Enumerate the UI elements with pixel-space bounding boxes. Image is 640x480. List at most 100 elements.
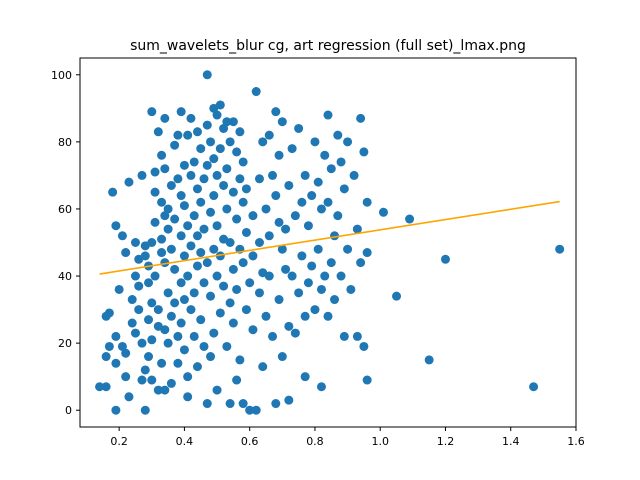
- data-point-114: [202, 70, 212, 80]
- data-point-37: [144, 352, 154, 362]
- data-point-137: [219, 123, 229, 133]
- data-point-1: [101, 382, 111, 392]
- data-point-82: [176, 318, 186, 328]
- data-point-173: [251, 87, 261, 97]
- data-point-84: [179, 201, 189, 211]
- y-tick-label-0: 0: [65, 404, 72, 417]
- data-point-67: [166, 244, 176, 254]
- data-point-12: [117, 231, 127, 241]
- data-point-97: [189, 157, 199, 167]
- data-point-198: [281, 264, 291, 274]
- data-point-132: [212, 385, 222, 395]
- data-point-219: [313, 177, 323, 187]
- data-point-92: [183, 392, 193, 402]
- data-point-128: [212, 110, 222, 120]
- x-tick-label-0: 0.2: [110, 435, 128, 448]
- data-point-25: [134, 305, 144, 315]
- data-point-242: [349, 170, 359, 180]
- data-point-225: [320, 271, 330, 281]
- data-point-136: [215, 308, 225, 318]
- data-point-230: [326, 258, 336, 268]
- data-point-239: [343, 137, 353, 147]
- data-point-69: [166, 378, 176, 388]
- x-tick-label-2: 0.6: [241, 435, 259, 448]
- y-tick-label-3: 60: [58, 203, 72, 216]
- data-point-246: [356, 258, 366, 268]
- data-point-44: [150, 217, 160, 227]
- data-point-160: [235, 355, 245, 365]
- data-point-80: [176, 231, 186, 241]
- data-point-170: [248, 211, 258, 221]
- data-point-0: [95, 382, 105, 392]
- data-point-172: [248, 325, 258, 335]
- data-point-35: [144, 278, 154, 288]
- data-point-163: [238, 258, 248, 268]
- data-point-193: [274, 295, 284, 305]
- data-point-115: [202, 120, 212, 130]
- data-point-101: [192, 127, 202, 137]
- data-point-22: [130, 271, 140, 281]
- data-point-187: [268, 331, 278, 341]
- data-point-194: [277, 117, 287, 127]
- data-point-121: [206, 291, 216, 301]
- data-point-106: [196, 144, 206, 154]
- regression-line: [99, 200, 560, 275]
- data-point-232: [330, 295, 340, 305]
- axes-frame: [79, 57, 577, 428]
- y-tick-label-2: 40: [58, 270, 72, 283]
- data-point-188: [271, 107, 281, 117]
- data-point-226: [323, 110, 333, 120]
- data-point-29: [137, 375, 147, 385]
- data-point-21: [130, 238, 140, 247]
- data-point-55: [157, 358, 167, 368]
- data-point-109: [196, 315, 206, 325]
- data-point-164: [238, 399, 248, 409]
- data-point-247: [359, 147, 369, 157]
- data-point-74: [173, 130, 183, 140]
- x-tick-label-3: 0.8: [306, 435, 324, 448]
- data-point-184: [264, 231, 274, 241]
- data-point-104: [192, 261, 202, 271]
- data-point-140: [219, 281, 229, 291]
- data-point-234: [333, 211, 343, 221]
- data-point-235: [336, 157, 346, 167]
- data-point-251: [362, 248, 372, 258]
- data-point-204: [290, 211, 300, 221]
- x-tick-label-1: 0.4: [176, 435, 194, 448]
- data-point-85: [179, 251, 189, 261]
- data-point-68: [166, 311, 176, 321]
- data-point-19: [127, 318, 137, 328]
- data-point-40: [147, 298, 157, 308]
- data-point-33: [140, 365, 150, 375]
- data-point-185: [264, 271, 274, 281]
- data-point-233: [333, 130, 343, 140]
- data-point-199: [284, 180, 294, 190]
- data-point-78: [176, 107, 186, 117]
- data-point-255: [424, 355, 434, 365]
- x-tick-label-7: 1.6: [567, 435, 585, 448]
- data-point-105: [192, 362, 202, 372]
- data-point-245: [356, 113, 366, 123]
- data-point-50: [153, 385, 163, 395]
- data-point-146: [225, 238, 235, 247]
- data-point-113: [199, 341, 209, 351]
- data-point-58: [160, 211, 170, 221]
- data-point-165: [241, 184, 251, 194]
- data-point-156: [232, 375, 242, 385]
- data-point-196: [277, 352, 287, 362]
- data-point-2: [101, 352, 111, 362]
- data-point-38: [147, 107, 157, 117]
- data-point-131: [212, 271, 222, 281]
- data-point-64: [163, 224, 173, 234]
- data-point-148: [225, 399, 235, 409]
- data-point-222: [316, 284, 326, 294]
- data-point-221: [316, 204, 326, 214]
- data-point-53: [157, 234, 167, 244]
- data-point-51: [157, 150, 167, 160]
- data-point-143: [222, 204, 232, 214]
- data-point-77: [173, 358, 183, 368]
- data-point-213: [303, 221, 313, 231]
- data-point-93: [186, 113, 196, 123]
- data-point-89: [183, 221, 193, 231]
- data-point-56: [160, 113, 170, 123]
